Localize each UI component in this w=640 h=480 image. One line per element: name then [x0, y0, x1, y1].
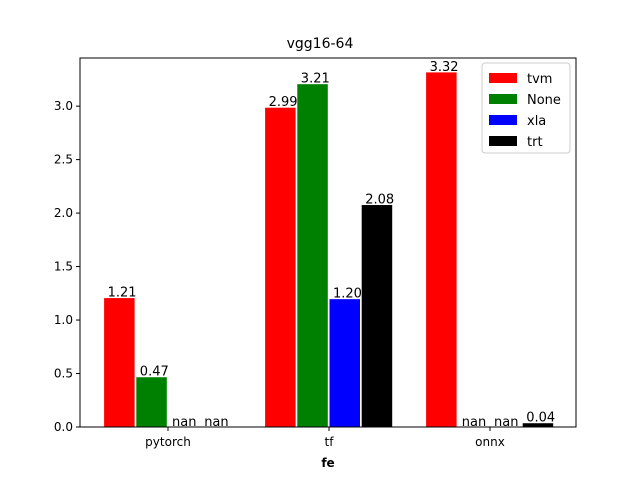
legend-label-tvm: tvm: [527, 72, 552, 87]
data-label-none-tf: 3.21: [301, 72, 330, 87]
y-tick-label: 1.5: [54, 260, 73, 274]
bar-tvm-tf: [264, 106, 297, 428]
y-axis: 0.0 0.5 1.0 1.5 2.0 2.5 3.0: [54, 99, 80, 434]
data-label-trt-tf: 2.08: [365, 193, 394, 208]
plot-frame: [79, 57, 577, 428]
bar-none-tf: [296, 83, 329, 428]
y-tick-label: 0.5: [54, 367, 73, 381]
x-tick-label-onnx: onnx: [475, 435, 505, 449]
data-label-xla-onnx: nan: [494, 415, 518, 430]
data-label-xla-tf: 1.20: [333, 287, 362, 302]
legend-swatch-xla: [489, 115, 517, 125]
legend: tvm None xla trt: [481, 62, 571, 154]
data-label-tvm-tf: 2.99: [269, 95, 298, 110]
legend-label-xla: xla: [527, 114, 546, 129]
data-label-trt-pytorch: nan: [204, 415, 228, 430]
bar-tvm-pytorch: [103, 297, 136, 428]
data-label-tvm-pytorch: 1.21: [108, 286, 137, 301]
legend-label-trt: trt: [527, 135, 543, 150]
y-tick-label: 0.0: [54, 420, 73, 434]
bars-layer: [103, 71, 555, 428]
x-tick-label-pytorch: pytorch: [145, 435, 191, 449]
data-label-tvm-onnx: 3.32: [430, 60, 459, 75]
legend-label-none: None: [527, 93, 561, 108]
y-tick-label: 2.0: [54, 206, 73, 220]
legend-box: [481, 62, 571, 154]
chart-title: vgg16-64: [287, 36, 354, 52]
data-label-trt-onnx: 0.04: [526, 411, 555, 426]
y-tick-label: 1.0: [54, 313, 73, 327]
data-label-none-pytorch: 0.47: [140, 365, 169, 380]
x-tick-label-tf: tf: [325, 435, 335, 449]
bar-tvm-onnx: [425, 71, 458, 428]
bar-xla-tf: [328, 298, 361, 428]
data-label-none-onnx: nan: [462, 415, 486, 430]
x-axis: pytorch tf onnx: [145, 427, 505, 449]
legend-swatch-tvm: [489, 73, 517, 83]
legend-swatch-trt: [489, 136, 517, 146]
data-label-xla-pytorch: nan: [172, 415, 196, 430]
y-tick-label: 3.0: [54, 99, 73, 113]
bar-none-pytorch: [135, 376, 168, 428]
x-axis-label: fe: [321, 456, 334, 470]
bar-trt-tf: [360, 204, 394, 428]
y-tick-label: 2.5: [54, 153, 73, 167]
legend-swatch-none: [489, 94, 517, 104]
